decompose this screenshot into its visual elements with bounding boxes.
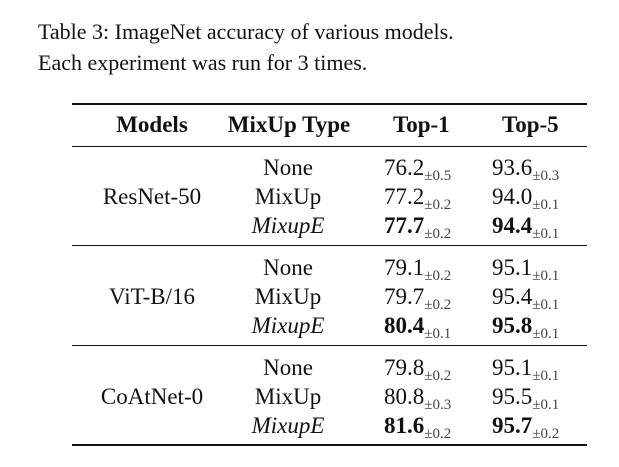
top1-value: 80.4 bbox=[384, 313, 425, 338]
top5-std: ±0.1 bbox=[532, 197, 560, 213]
mixup-type-cell: MixupE bbox=[251, 413, 325, 438]
top5-std: ±0.1 bbox=[532, 297, 560, 313]
bottom-rule bbox=[72, 444, 587, 446]
header-rule bbox=[72, 146, 587, 147]
top5-value: 95.1 bbox=[492, 255, 533, 280]
top5-value: 93.6 bbox=[492, 155, 533, 180]
mixup-type-cell: MixupE bbox=[251, 213, 325, 238]
top5-value: 95.7 bbox=[492, 413, 533, 438]
model-label: ResNet-50 bbox=[102, 184, 202, 209]
top5-std: ±0.2 bbox=[532, 426, 560, 442]
mixup-type-cell: None bbox=[263, 155, 313, 180]
top1-value: 79.1 bbox=[384, 255, 425, 280]
table-caption: Table 3: ImageNet accuracy of various mo… bbox=[38, 16, 454, 78]
top5-cell: 93.6±0.3 bbox=[492, 154, 559, 185]
top5-value: 95.8 bbox=[492, 313, 533, 338]
model-label: ViT-B/16 bbox=[109, 284, 195, 309]
top1-cell: 77.7±0.2 bbox=[384, 212, 451, 243]
top5-std: ±0.3 bbox=[532, 168, 560, 184]
top5-value: 94.0 bbox=[492, 184, 533, 209]
top5-cell: 95.4±0.1 bbox=[492, 283, 559, 314]
top5-value: 95.5 bbox=[492, 384, 533, 409]
top1-std: ±0.3 bbox=[424, 397, 452, 413]
mixup-type-cell: MixUp bbox=[254, 384, 322, 409]
group-divider-2 bbox=[72, 345, 587, 346]
top1-value: 81.6 bbox=[384, 413, 425, 438]
top1-value: 80.8 bbox=[384, 384, 425, 409]
top1-std: ±0.2 bbox=[424, 268, 452, 284]
top5-cell: 95.7±0.2 bbox=[492, 412, 559, 443]
caption-line-2: Each experiment was run for 3 times. bbox=[38, 50, 368, 75]
group-divider-1 bbox=[72, 245, 587, 246]
top5-cell: 94.0±0.1 bbox=[492, 183, 559, 214]
top1-cell: 80.8±0.3 bbox=[384, 383, 451, 414]
top1-value: 77.7 bbox=[384, 213, 425, 238]
top5-cell: 95.8±0.1 bbox=[492, 312, 559, 343]
header-top5: Top-5 bbox=[502, 112, 559, 137]
mixup-type-cell: None bbox=[263, 355, 313, 380]
header-top1: Top-1 bbox=[393, 112, 450, 137]
top1-cell: 80.4±0.1 bbox=[384, 312, 451, 343]
header-models: Models bbox=[116, 112, 188, 137]
top1-std: ±0.5 bbox=[424, 168, 452, 184]
top1-std: ±0.2 bbox=[424, 226, 452, 242]
top5-cell: 95.1±0.1 bbox=[492, 354, 559, 385]
top5-std: ±0.1 bbox=[532, 326, 560, 342]
top1-cell: 77.2±0.2 bbox=[384, 183, 451, 214]
top5-std: ±0.1 bbox=[532, 397, 560, 413]
top5-cell: 95.1±0.1 bbox=[492, 254, 559, 285]
top5-std: ±0.1 bbox=[532, 368, 560, 384]
top1-cell: 79.7±0.2 bbox=[384, 283, 451, 314]
top1-cell: 81.6±0.2 bbox=[384, 412, 451, 443]
top1-cell: 79.8±0.2 bbox=[384, 354, 451, 385]
header-mixup-type: MixUp Type bbox=[227, 112, 351, 137]
mixup-type-cell: MixUp bbox=[254, 184, 322, 209]
top5-cell: 94.4±0.1 bbox=[492, 212, 559, 243]
top5-value: 95.1 bbox=[492, 355, 533, 380]
top1-cell: 76.2±0.5 bbox=[384, 154, 451, 185]
top5-std: ±0.1 bbox=[532, 268, 560, 284]
top1-std: ±0.1 bbox=[424, 326, 452, 342]
top1-cell: 79.1±0.2 bbox=[384, 254, 451, 285]
top1-value: 76.2 bbox=[384, 155, 425, 180]
top-rule bbox=[72, 103, 587, 105]
top1-std: ±0.2 bbox=[424, 426, 452, 442]
caption-line-1: Table 3: ImageNet accuracy of various mo… bbox=[38, 19, 454, 44]
top5-value: 95.4 bbox=[492, 284, 533, 309]
top1-std: ±0.2 bbox=[424, 197, 452, 213]
top1-value: 79.7 bbox=[384, 284, 425, 309]
top1-value: 77.2 bbox=[384, 184, 425, 209]
mixup-type-cell: MixupE bbox=[251, 313, 325, 338]
top5-std: ±0.1 bbox=[532, 226, 560, 242]
mixup-type-cell: None bbox=[263, 255, 313, 280]
top5-value: 94.4 bbox=[492, 213, 533, 238]
top1-std: ±0.2 bbox=[424, 368, 452, 384]
top5-cell: 95.5±0.1 bbox=[492, 383, 559, 414]
model-label: CoAtNet-0 bbox=[100, 384, 204, 409]
top1-value: 79.8 bbox=[384, 355, 425, 380]
mixup-type-cell: MixUp bbox=[254, 284, 322, 309]
top1-std: ±0.2 bbox=[424, 297, 452, 313]
